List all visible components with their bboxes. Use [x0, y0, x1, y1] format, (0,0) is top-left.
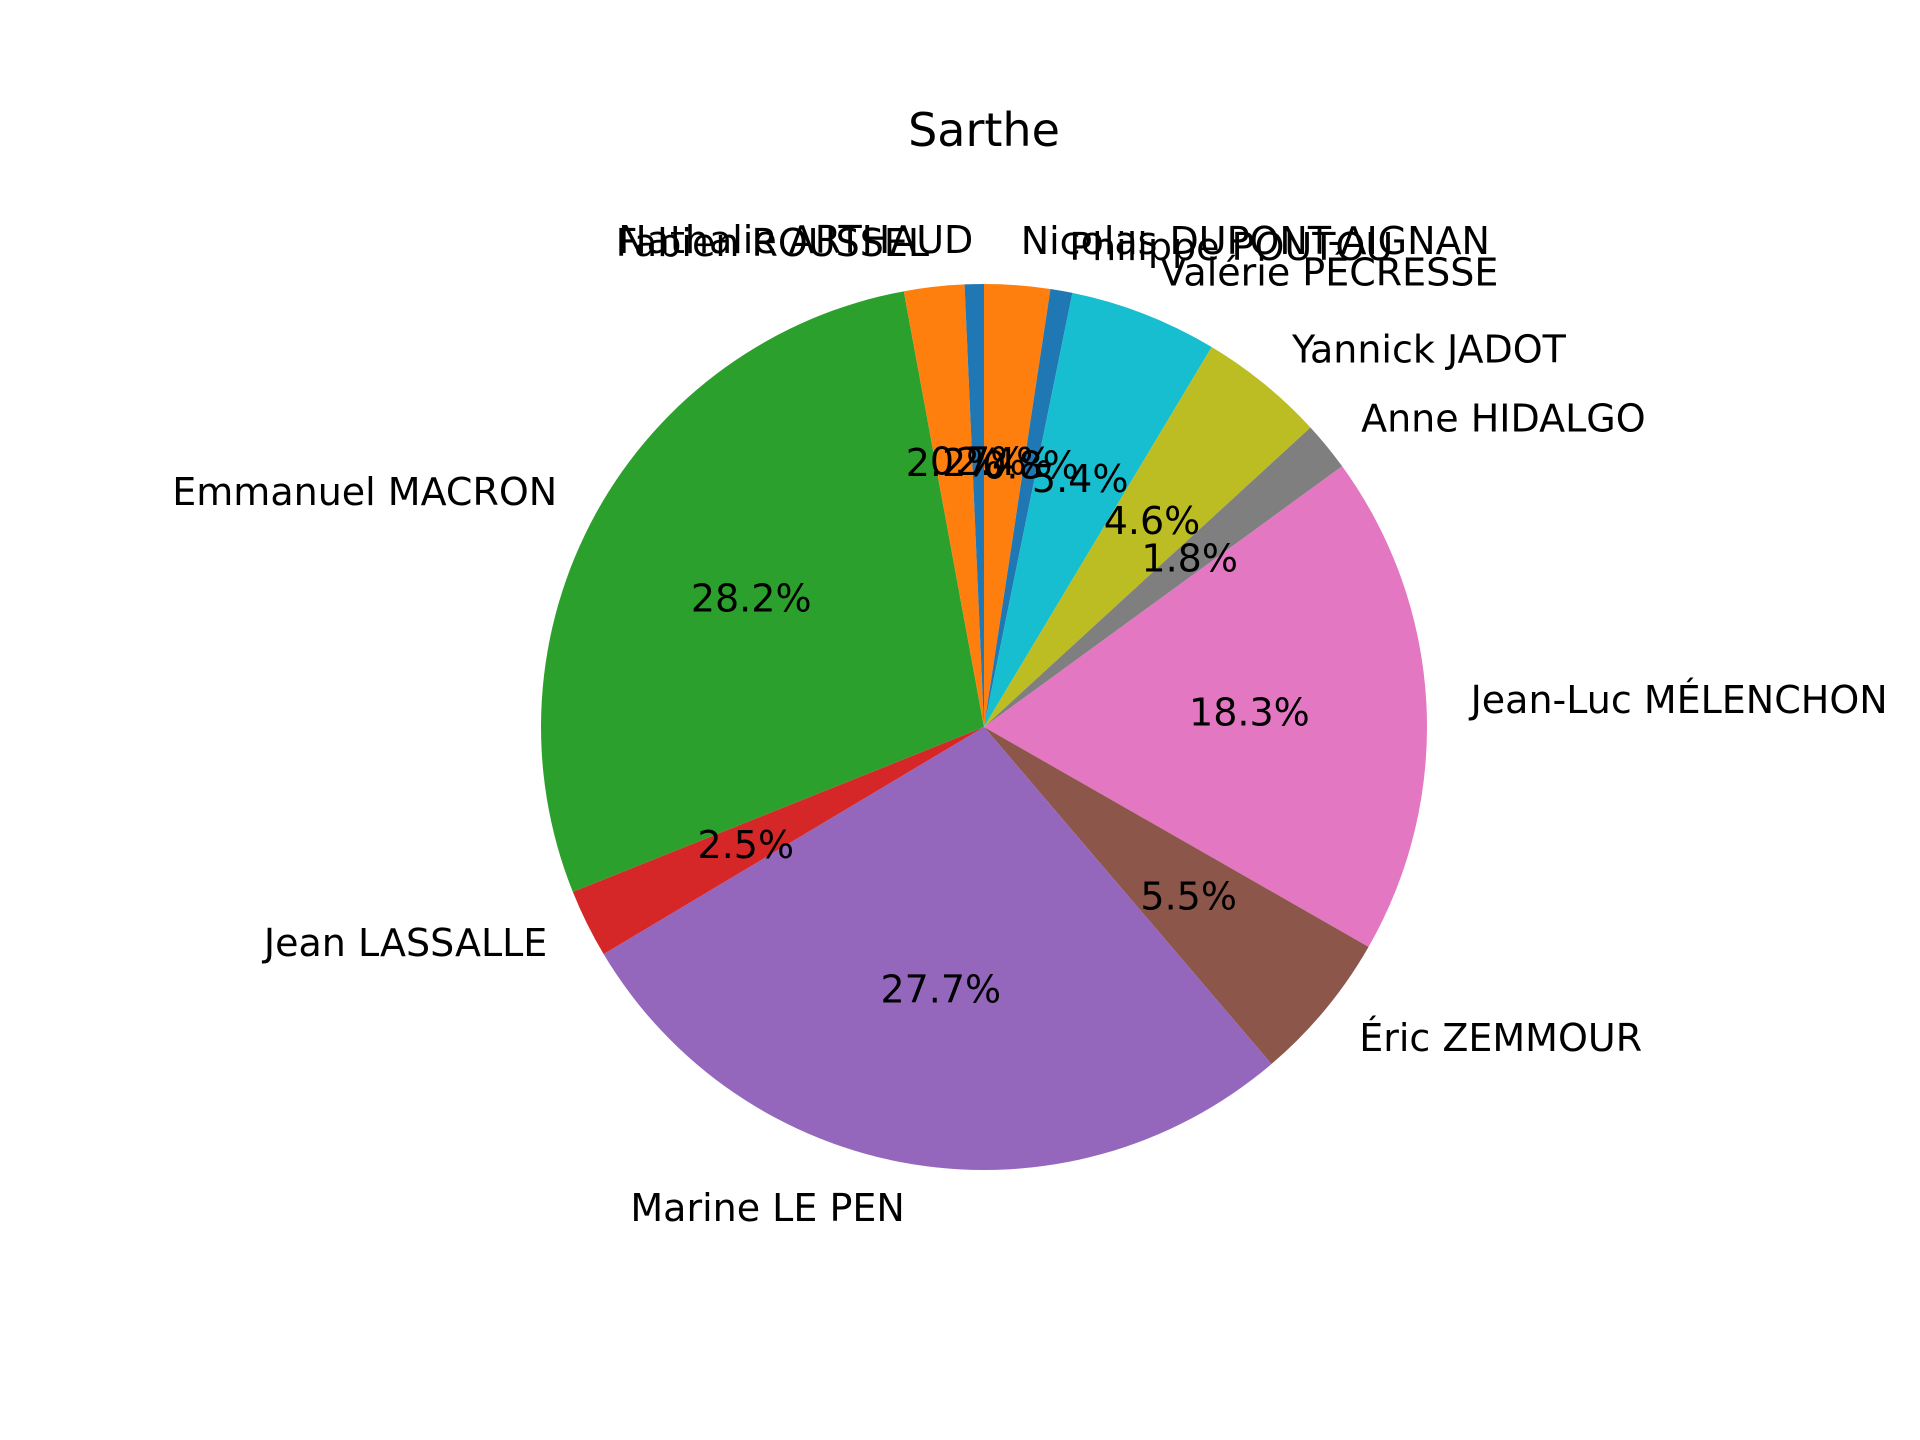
pie-slice-valerie-pecresse [984, 292, 1212, 727]
slice-percent-philippe-poutou: 0.8% [982, 443, 1079, 487]
slice-label-nathalie-arthaud: Nathalie ARTHAUD [618, 218, 973, 262]
pie-slice-yannick-jadot [984, 346, 1311, 727]
slice-label-yannick-jadot: Yannick JADOT [1291, 327, 1567, 371]
slice-percent-emmanuel-macron: 28.2% [691, 577, 812, 621]
slice-label-philippe-poutou: Philippe POUTOU [1069, 225, 1393, 269]
slice-label-nicolas-dupont-aignan: Nicolas DUPONT-AIGNAN [1021, 219, 1490, 263]
slice-label-jean-luc-melenchon: Jean-Luc MÉLENCHON [1469, 678, 1888, 722]
pie-slice-nicolas-dupont-aignan [984, 284, 1051, 727]
pie-slice-jean-lassalle [572, 727, 984, 955]
pie-slice-fabien-roussel [903, 284, 984, 727]
slice-label-marine-le-pen: Marine LE PEN [630, 1186, 904, 1230]
pie-percent-labels: 2.4%0.8%5.4%4.6%1.8% 18.3% 5.5% 27.7% 2.5% 28… [691, 439, 1310, 1011]
slice-label-jean-lassalle: Jean LASSALLE [262, 921, 547, 965]
slice-label-fabien-roussel: Fabien ROUSSEL [616, 221, 929, 265]
slice-label-eric-zemmour: Éric ZEMMOUR [1359, 1016, 1642, 1060]
pie-slice-jean-luc-melenchon [984, 466, 1427, 947]
slice-percent-yannick-jadot: 4.6% [1104, 499, 1201, 543]
pie-slice-philippe-poutou [984, 289, 1073, 727]
slice-percent-anne-hidalgo: 1.8% [1141, 537, 1238, 581]
slice-percent-jean-luc-melenchon: 18.3% [1189, 690, 1310, 734]
pie-slice-eric-zemmour [984, 727, 1369, 1065]
slice-label-anne-hidalgo: Anne HIDALGO [1361, 396, 1646, 440]
pie-slice-marine-le-pen [603, 727, 1272, 1170]
slice-percent-fabien-roussel: 2.2% [906, 441, 1003, 485]
slice-percent-marine-le-pen: 27.7% [880, 967, 1001, 1011]
slice-percent-jean-lassalle: 2.5% [698, 823, 795, 867]
pie-slice-emmanuel-macron [541, 291, 984, 892]
slice-label-emmanuel-macron: Emmanuel MACRON [172, 470, 557, 514]
pie-slice-nathalie-arthaud [964, 284, 984, 727]
pie-slice-anne-hidalgo [984, 427, 1343, 727]
slice-label-valerie-pecresse: Valérie PÉCRESSE [1160, 251, 1498, 295]
pie-slices [541, 284, 1427, 1170]
slice-percent-nicolas-dupont-aignan: 2.4% [956, 440, 1053, 484]
slice-percent-nathalie-arthaud: 0.7% [930, 439, 1027, 483]
slice-percent-eric-zemmour: 5.5% [1140, 875, 1237, 919]
slice-percent-valerie-pecresse: 5.4% [1032, 457, 1129, 501]
chart-title: Sarthe [908, 103, 1060, 157]
